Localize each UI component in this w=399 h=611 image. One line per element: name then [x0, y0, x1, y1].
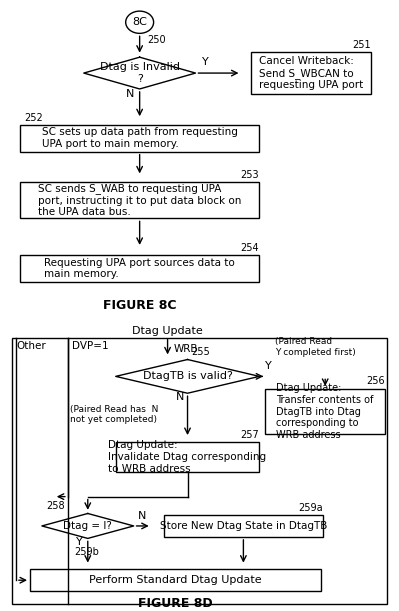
Polygon shape — [84, 57, 196, 89]
Text: (Paired Read
Y completed first): (Paired Read Y completed first) — [275, 337, 356, 357]
FancyBboxPatch shape — [251, 53, 371, 93]
Text: 8C: 8C — [132, 17, 147, 27]
Text: Perform Standard Dtag Update: Perform Standard Dtag Update — [89, 575, 262, 585]
Text: Cancel Writeback:
Send S_WBCAN to
requesting UPA port: Cancel Writeback: Send S_WBCAN to reques… — [259, 56, 363, 90]
Text: N: N — [176, 392, 184, 401]
Text: Y: Y — [201, 57, 208, 67]
Text: FIGURE 8D: FIGURE 8D — [138, 596, 213, 610]
Polygon shape — [116, 359, 259, 393]
Text: FIGURE 8C: FIGURE 8C — [103, 299, 176, 312]
Text: Dtag Update: Dtag Update — [132, 326, 203, 336]
Text: N: N — [138, 511, 146, 522]
Polygon shape — [42, 513, 134, 538]
FancyBboxPatch shape — [20, 125, 259, 152]
Text: Requesting UPA port sources data to
main memory.: Requesting UPA port sources data to main… — [44, 258, 235, 279]
Text: 257: 257 — [241, 430, 259, 440]
Text: DVP=1: DVP=1 — [72, 341, 109, 351]
FancyBboxPatch shape — [265, 389, 385, 434]
Text: 256: 256 — [366, 376, 385, 386]
Text: Y: Y — [265, 361, 272, 371]
Text: SC sets up data path from requesting
UPA port to main memory.: SC sets up data path from requesting UPA… — [42, 128, 237, 149]
Circle shape — [126, 11, 154, 34]
Text: 250: 250 — [148, 35, 166, 45]
Text: 252: 252 — [24, 113, 43, 123]
Text: 258: 258 — [46, 501, 65, 511]
Text: 253: 253 — [241, 170, 259, 180]
FancyBboxPatch shape — [12, 338, 387, 604]
Text: Y: Y — [76, 537, 83, 547]
Text: Dtag is Invalid
?: Dtag is Invalid ? — [100, 62, 180, 84]
Text: Dtag Update:
Invalidate Dtag corresponding
to WRB address: Dtag Update: Invalidate Dtag correspondi… — [109, 441, 267, 474]
FancyBboxPatch shape — [116, 442, 259, 472]
Text: 251: 251 — [352, 40, 371, 49]
Text: 259b: 259b — [74, 547, 99, 557]
FancyBboxPatch shape — [20, 255, 259, 282]
Text: WRB: WRB — [174, 343, 198, 354]
Text: 255: 255 — [192, 347, 210, 357]
Text: 259a: 259a — [298, 503, 323, 513]
FancyBboxPatch shape — [20, 182, 259, 218]
Text: Dtag Update:
Transfer contents of
DtagTB into Dtag
corresponding to
WRB address: Dtag Update: Transfer contents of DtagTB… — [277, 383, 374, 440]
Text: (Paired Read has  N
not yet completed): (Paired Read has N not yet completed) — [69, 405, 158, 424]
FancyBboxPatch shape — [30, 569, 321, 591]
Text: SC sends S_WAB to requesting UPA
port, instructing it to put data block on
the U: SC sends S_WAB to requesting UPA port, i… — [38, 183, 241, 218]
Text: Other: Other — [16, 341, 46, 351]
Text: DtagTB is valid?: DtagTB is valid? — [142, 371, 233, 381]
FancyBboxPatch shape — [164, 515, 323, 537]
Text: 254: 254 — [241, 243, 259, 253]
Text: Store New Dtag State in DtagTB: Store New Dtag State in DtagTB — [160, 521, 327, 531]
Text: Dtag = I?: Dtag = I? — [63, 521, 112, 531]
Text: N: N — [126, 89, 134, 99]
